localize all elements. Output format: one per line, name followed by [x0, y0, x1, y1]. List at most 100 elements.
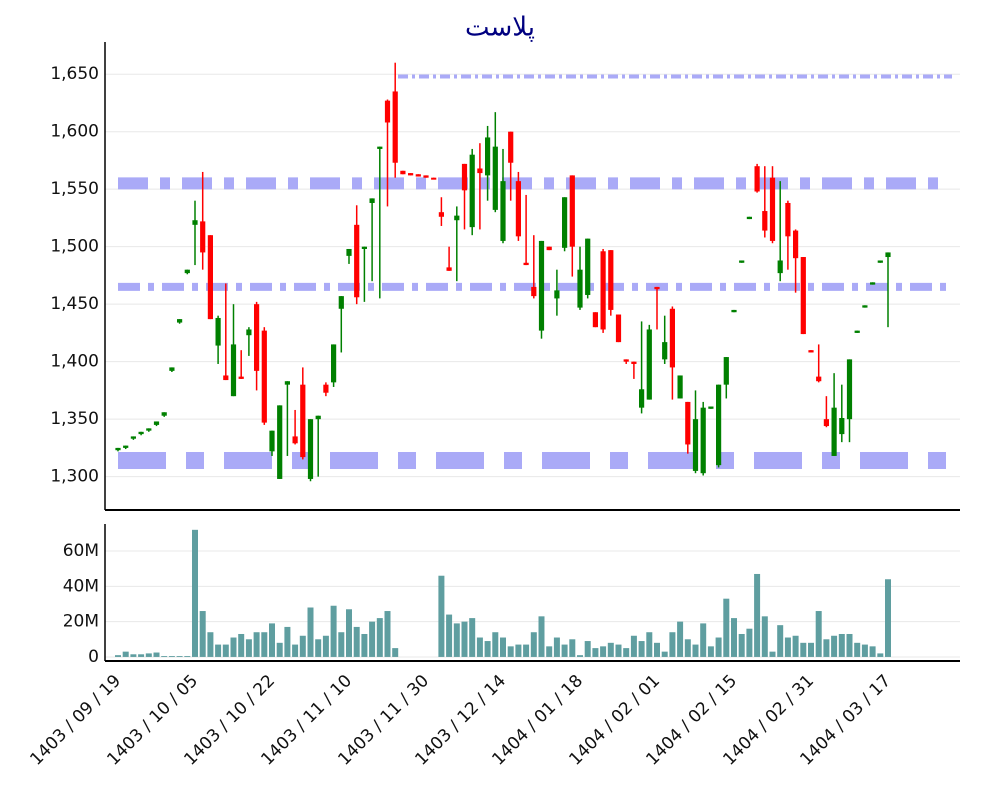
volume-bar: [161, 656, 168, 657]
volume-bar: [600, 646, 607, 657]
candle-body: [800, 257, 806, 335]
candle-body: [331, 344, 337, 383]
volume-bar: [184, 656, 191, 657]
volume-bar: [623, 648, 630, 657]
volume-bar: [245, 639, 252, 657]
volume-bar: [145, 653, 152, 657]
candle-body: [431, 177, 437, 180]
volume-bar: [384, 611, 391, 657]
volume-bar: [838, 633, 845, 657]
volume-bar: [292, 644, 299, 657]
y-tick-label: 1,400: [50, 352, 99, 372]
y-tick-label: 1,550: [50, 179, 99, 199]
candle-body: [877, 260, 883, 263]
volume-bar: [168, 656, 175, 657]
volume-bar: [646, 632, 653, 657]
candle-body: [269, 430, 275, 452]
volume-bar: [322, 635, 329, 657]
candle-body: [346, 248, 352, 256]
candle-body: [207, 235, 213, 320]
volume-bar: [492, 632, 499, 657]
volume-bar: [738, 633, 745, 657]
candle-body: [354, 224, 360, 298]
y-tick-label: 20M: [63, 612, 99, 632]
candle-body: [777, 260, 783, 274]
volume-bar: [330, 605, 337, 657]
volume-bar: [584, 641, 591, 657]
volume-bar: [500, 637, 506, 657]
candle-body: [615, 314, 622, 343]
volume-bar: [530, 632, 537, 657]
volume-bar: [823, 639, 830, 657]
candle-body: [854, 330, 860, 333]
volume-bar: [700, 623, 707, 657]
volume-bar: [453, 623, 460, 657]
volume-bar: [315, 639, 322, 657]
volume-bar: [538, 616, 545, 657]
volume-bar: [261, 632, 268, 657]
candle-body: [739, 260, 745, 263]
volume-bar: [815, 611, 822, 657]
volume-bar: [569, 639, 576, 657]
candle-body: [816, 376, 822, 382]
volume-bar: [885, 579, 891, 657]
volume-bar: [115, 655, 121, 657]
candle-body: [446, 267, 452, 271]
candle-body: [793, 230, 799, 259]
volume-bar: [792, 635, 799, 657]
volume-bar: [784, 637, 791, 657]
candle-body: [562, 197, 568, 248]
candle-body: [723, 357, 729, 385]
candle-body: [261, 330, 267, 423]
volume-bar: [630, 635, 637, 657]
volume-bar: [661, 651, 668, 657]
candle-body: [454, 215, 460, 221]
candle-body: [762, 211, 768, 231]
volume-bar: [731, 618, 737, 657]
candle-body: [300, 384, 306, 458]
volume-bar: [607, 642, 614, 657]
candle-body: [515, 181, 521, 237]
volume-bar: [677, 621, 684, 657]
candle-body: [631, 361, 637, 364]
volume-bar: [777, 625, 784, 657]
volume-bar: [707, 646, 714, 657]
volume-bar: [854, 642, 861, 657]
candle-body: [415, 174, 421, 177]
candle-body: [307, 419, 314, 479]
volume-bar: [769, 651, 776, 657]
volume-bar: [592, 648, 599, 657]
candle-body: [238, 376, 244, 379]
candle-body: [600, 251, 606, 330]
y-tick-label: 60M: [63, 541, 99, 561]
volume-bar: [307, 607, 314, 657]
y-tick-label: 1,450: [50, 294, 99, 314]
volume-bar: [346, 609, 352, 657]
candle-body: [246, 329, 252, 336]
volume-bar: [361, 633, 368, 657]
candle-body: [639, 389, 645, 408]
volume-bar: [192, 529, 198, 657]
y-tick-label: 40M: [63, 576, 99, 596]
candle-body: [692, 419, 699, 471]
candle-body: [623, 359, 629, 362]
volume-bar: [130, 654, 137, 657]
candle-body: [477, 168, 483, 174]
volume-bar: [546, 646, 553, 657]
candle-body: [654, 286, 660, 290]
candle-body: [153, 421, 160, 425]
volume-bar: [877, 653, 884, 657]
volume-bar: [476, 637, 483, 657]
volume-bar: [207, 632, 214, 657]
volume-bar: [577, 655, 583, 657]
candle-body: [138, 431, 144, 435]
candle-body: [731, 309, 737, 313]
candle-body: [492, 146, 498, 210]
candle-body: [485, 137, 491, 176]
y-tick-label: 1,500: [50, 237, 99, 257]
candle-body: [646, 329, 652, 400]
candle-body: [785, 202, 791, 237]
candle-body: [870, 282, 876, 285]
volume-bar: [446, 614, 453, 657]
volume-bar: [269, 623, 275, 657]
